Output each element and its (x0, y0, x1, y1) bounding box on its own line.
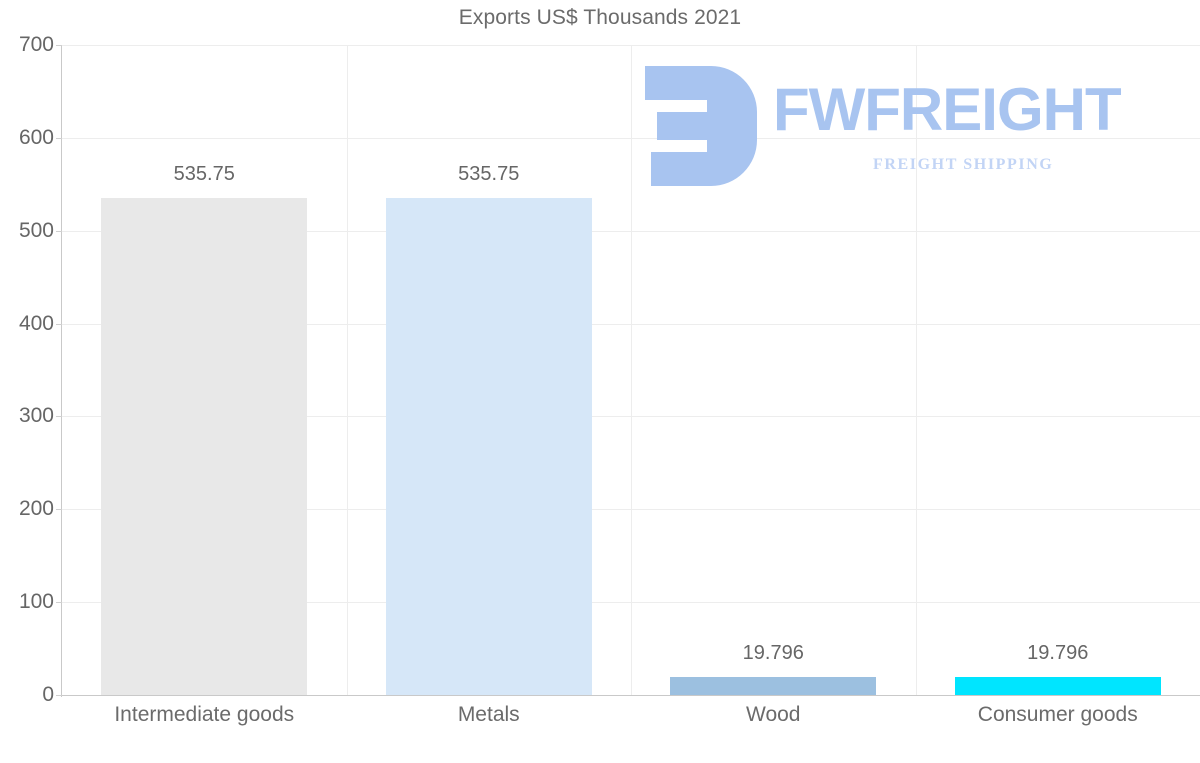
y-axis-tick-mark (56, 602, 62, 604)
x-axis-category-label: Intermediate goods (114, 703, 295, 726)
y-axis-line (61, 45, 62, 697)
bar[interactable] (670, 676, 877, 695)
chart-title: Exports US$ Thousands 2021 (458, 6, 742, 29)
y-axis-tick-mark (56, 695, 62, 696)
y-axis-tick-mark (56, 509, 62, 511)
plot-area: 535.75 535.75 19.796 19.796 (62, 45, 1200, 696)
y-axis-tick-mark (56, 416, 62, 418)
gridline-vertical (347, 45, 348, 695)
bar-value-label: 535.75 (458, 162, 520, 185)
bar[interactable] (954, 676, 1161, 695)
x-axis-category-label: Metals (457, 703, 520, 726)
y-axis-tick-mark (56, 137, 62, 139)
y-axis-tick-label: 100 (18, 590, 54, 614)
x-axis-category-label: Wood (746, 703, 801, 726)
y-axis-tick-label: 600 (18, 125, 54, 149)
gridline-horizontal (62, 695, 1200, 696)
gridline-vertical (916, 45, 917, 695)
y-axis-tick-mark (56, 230, 62, 232)
bar-value-label: 19.796 (1027, 641, 1089, 664)
y-axis-tick-label: 500 (18, 218, 54, 242)
bar[interactable] (101, 197, 308, 695)
bar-value-label: 535.75 (173, 162, 235, 185)
y-axis-tick-label: 400 (18, 311, 54, 335)
y-axis-tick-label: 300 (18, 404, 54, 428)
y-axis-tick-label: 700 (18, 33, 54, 56)
y-axis-tick-mark (56, 323, 62, 325)
bar[interactable] (385, 197, 592, 695)
y-axis-tick-mark (56, 45, 62, 46)
bar-value-label: 19.796 (742, 641, 804, 664)
x-axis-category-label: Consumer goods (977, 703, 1138, 726)
y-axis-tick-label: 0 (42, 683, 54, 706)
y-axis-tick-label: 200 (18, 497, 54, 521)
gridline-vertical (631, 45, 632, 695)
